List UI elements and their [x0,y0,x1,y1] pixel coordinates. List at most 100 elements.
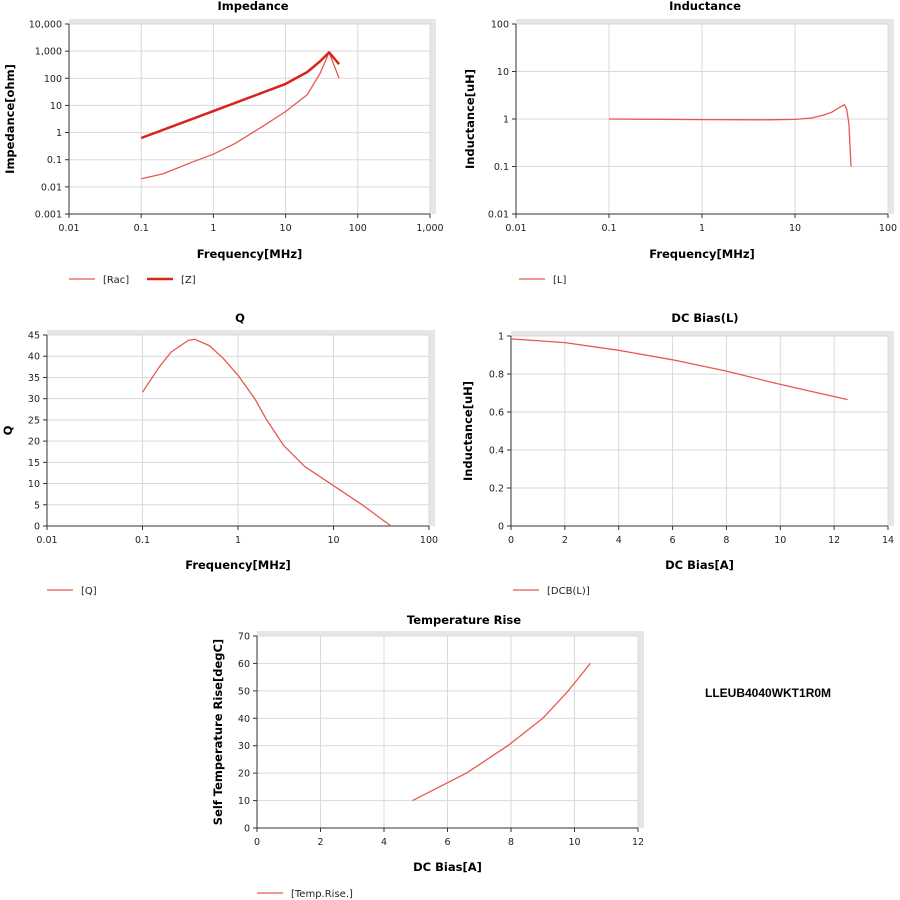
x-tick-label: 1 [699,223,705,234]
x-axis-label: DC Bias[A] [665,558,734,572]
y-tick-label: 0 [498,522,504,533]
y-tick-label: 0.1 [494,162,509,173]
y-axis-label: Inductance[uH] [461,381,475,481]
chart-title: DC Bias(L) [671,311,738,325]
legend-label: [Z] [181,275,196,286]
y-tick-label: 30 [238,741,250,752]
y-tick-label: 45 [28,331,40,342]
chart-3: 0.01 0.1 1 10 100 0 5 10 15 20 25 30 35 40 45 Q Frequenc… [1,311,438,597]
y-tick-label: 20 [28,437,40,448]
x-axis-label: Frequency[MHz] [649,247,755,261]
y-tick-label: 70 [238,632,250,643]
plot-band-top [516,19,894,24]
y-tick-label: 0.01 [41,182,62,193]
x-tick-label: 10 [280,223,292,234]
x-axis-label: Frequency[MHz] [197,247,303,261]
x-axis-label: DC Bias[A] [413,860,482,874]
part-number-label: LLEUB4040WKT1R0M [705,686,832,700]
chart-title: Impedance [217,0,288,13]
y-tick-label: 0 [34,522,40,533]
x-tick-label: 0.1 [601,223,616,234]
plot-band-top [47,330,435,335]
y-tick-label: 60 [238,659,250,670]
x-tick-label: 10 [774,535,786,546]
chart-1: 0.01 0.1 1 10 100 1,000 0.001 0.01 0.1 1 10 100 1,00… [3,0,444,286]
x-tick-label: 1 [235,535,241,546]
x-tick-label: 2 [317,837,323,848]
x-tick-label: 0.01 [36,535,57,546]
y-axis-label: Impedance[ohm] [3,64,17,174]
series-line-dcbl [510,338,848,401]
legend-label: [DCB(L)] [547,586,590,597]
x-tick-label: 10 [327,535,339,546]
y-tick-label: 10 [497,67,509,78]
x-tick-label: 14 [882,535,894,546]
y-tick-label: 10 [238,796,250,807]
y-tick-label: 0.2 [489,484,504,495]
y-tick-label: 100 [44,74,62,85]
y-tick-label: 10,000 [29,20,62,31]
plot-band-top [257,631,644,636]
chart-title: Q [235,311,245,325]
y-axis-label: Self Temperature Rise[degC] [211,639,225,825]
y-tick-label: 0.001 [35,210,62,221]
y-tick-label: 5 [34,500,40,511]
chart-4: 0 2 4 6 8 10 12 14 0 0.2 0.4 0.6 0.8 1 DC Bias(L) DC Bi… [461,311,894,597]
y-tick-label: 0.6 [489,408,504,419]
plot-band-right [888,19,894,214]
y-tick-label: 10 [28,479,40,490]
x-tick-label: 10 [568,837,580,848]
x-tick-label: 0.1 [134,223,149,234]
x-tick-label: 100 [349,223,367,234]
y-tick-label: 50 [238,686,250,697]
y-tick-label: 20 [238,769,250,780]
x-tick-label: 0.01 [58,223,79,234]
legend-label: [Q] [81,586,97,597]
x-tick-label: 4 [381,837,387,848]
x-tick-label: 4 [616,535,622,546]
y-tick-label: 0.01 [488,210,509,221]
y-tick-label: 0.4 [489,446,504,457]
chart-title: Inductance [669,0,741,13]
y-tick-label: 40 [28,352,40,363]
x-tick-label: 0 [508,535,514,546]
y-tick-label: 1 [498,332,504,343]
legend-label: [Temp.Rise.] [291,889,353,900]
plot-band-top [511,331,894,336]
x-tick-label: 0.01 [505,223,526,234]
x-tick-label: 10 [789,223,801,234]
y-tick-label: 10 [50,101,62,112]
y-tick-label: 15 [28,458,40,469]
x-tick-label: 1 [210,223,216,234]
x-tick-label: 1,000 [416,223,443,234]
plot-band-top [69,19,436,24]
series-line-rac [141,51,340,180]
series-line-l [608,104,852,167]
y-tick-label: 0.8 [489,370,504,381]
chart-2: 0.01 0.1 1 10 100 0.01 0.1 1 10 100 Inductance Freq… [463,0,897,286]
series-line-z [140,51,341,140]
chart-title: Temperature Rise [407,613,521,627]
plot-band-right [638,631,644,828]
x-tick-label: 6 [444,837,450,848]
x-tick-label: 12 [828,535,840,546]
x-tick-label: 0.1 [135,535,150,546]
x-tick-label: 0 [254,837,260,848]
legend-label: [Rac] [103,275,129,286]
y-tick-label: 1 [503,115,509,126]
y-tick-label: 1,000 [35,47,62,58]
y-axis-label: Q [1,425,15,435]
x-axis-label: Frequency[MHz] [185,558,291,572]
series-line-q [141,338,392,527]
x-tick-label: 100 [420,535,438,546]
x-tick-label: 6 [670,535,676,546]
x-tick-label: 100 [879,223,897,234]
y-tick-label: 0.1 [47,155,62,166]
x-tick-label: 8 [508,837,514,848]
x-tick-label: 2 [562,535,568,546]
y-tick-label: 30 [28,394,40,405]
y-tick-label: 40 [238,714,250,725]
plot-band-right [888,331,894,526]
x-tick-label: 12 [632,837,644,848]
